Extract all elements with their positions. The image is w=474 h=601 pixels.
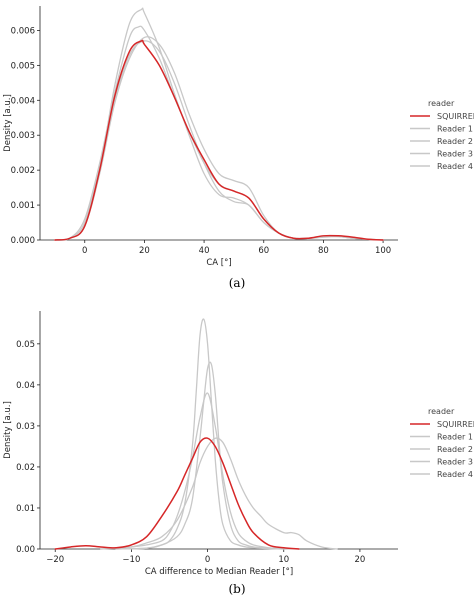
x-tick-label: 20 [139, 246, 150, 256]
legend-title: reader [428, 99, 455, 108]
legend-entry: Reader 2 [437, 137, 473, 146]
y-tick-label: 0.002 [11, 166, 35, 176]
x-tick-label: 80 [318, 246, 329, 256]
y-tick-label: 0.005 [11, 61, 35, 71]
legend: reader SQUIRREL Reader 1 Reader 2 Reader 3 Re… [410, 407, 474, 479]
y-axis-label: Density [a.u.] [3, 401, 13, 459]
series-line-reader-2 [115, 361, 300, 550]
legend-entry: Reader 2 [437, 445, 473, 454]
chart-panel-b: −20 −10 0 10 20 0.00 0.01 0.02 0.03 0.04 0.05 CA di… [3, 311, 474, 596]
series-line-reader-2 [54, 7, 384, 241]
x-axis-label: CA [°] [206, 258, 231, 268]
x-tick-label: 0 [205, 555, 210, 565]
x-axis-label: CA difference to Median Reader [°] [145, 567, 293, 577]
y-tick-label: 0.000 [11, 236, 35, 246]
series-line-squirrel [54, 437, 300, 550]
y-tick-label: 0.00 [16, 545, 35, 555]
y-tick-label: 0.04 [16, 381, 35, 391]
x-tick-label: 100 [375, 246, 391, 256]
y-tick-label: 0.004 [11, 96, 35, 106]
x-tick-label: −10 [122, 555, 140, 565]
legend-entry: Reader 3 [437, 150, 473, 159]
series-line-reader-3 [100, 392, 285, 550]
series-line-squirrel [54, 39, 384, 241]
legend: reader SQUIRREL Reader 1 Reader 2 Reader 3 Re… [410, 99, 474, 171]
y-tick-label: 0.006 [11, 26, 35, 36]
y-tick-label: 0.003 [11, 131, 35, 141]
x-tick-label: −20 [46, 555, 64, 565]
y-tick-label: 0.02 [16, 463, 35, 473]
y-axis-label: Density [a.u.] [3, 94, 13, 152]
legend-entry: Reader 1 [437, 125, 473, 134]
y-tick-label: 0.05 [16, 340, 35, 350]
legend-title: reader [428, 407, 455, 416]
x-tick-label: 20 [355, 555, 366, 565]
legend-entry: SQUIRREL [437, 420, 474, 429]
legend-entry: Reader 4 [437, 162, 473, 171]
y-tick-label: 0.03 [16, 422, 35, 432]
x-tick-label: 10 [278, 555, 289, 565]
legend-entry: Reader 4 [437, 470, 473, 479]
x-tick-label: 0 [82, 246, 87, 256]
y-tick-label: 0.001 [11, 201, 35, 211]
legend-entry: SQUIRREL [437, 112, 474, 121]
x-tick-label: 60 [258, 246, 269, 256]
legend-entry: Reader 3 [437, 458, 473, 467]
series-line-reader-1 [115, 318, 285, 550]
figure-caption: (a) [229, 276, 246, 290]
legend-entry: Reader 1 [437, 433, 473, 442]
series-line-reader-1 [54, 25, 384, 241]
figure-caption: (b) [228, 582, 245, 596]
chart-panel-a: 0 20 40 60 80 100 0.000 0.001 0.002 0.003 0.004 0.0… [3, 6, 474, 290]
y-tick-label: 0.01 [16, 504, 35, 514]
series-line-reader-4 [100, 437, 338, 550]
series-line-reader-4 [54, 36, 384, 241]
x-tick-label: 40 [199, 246, 210, 256]
